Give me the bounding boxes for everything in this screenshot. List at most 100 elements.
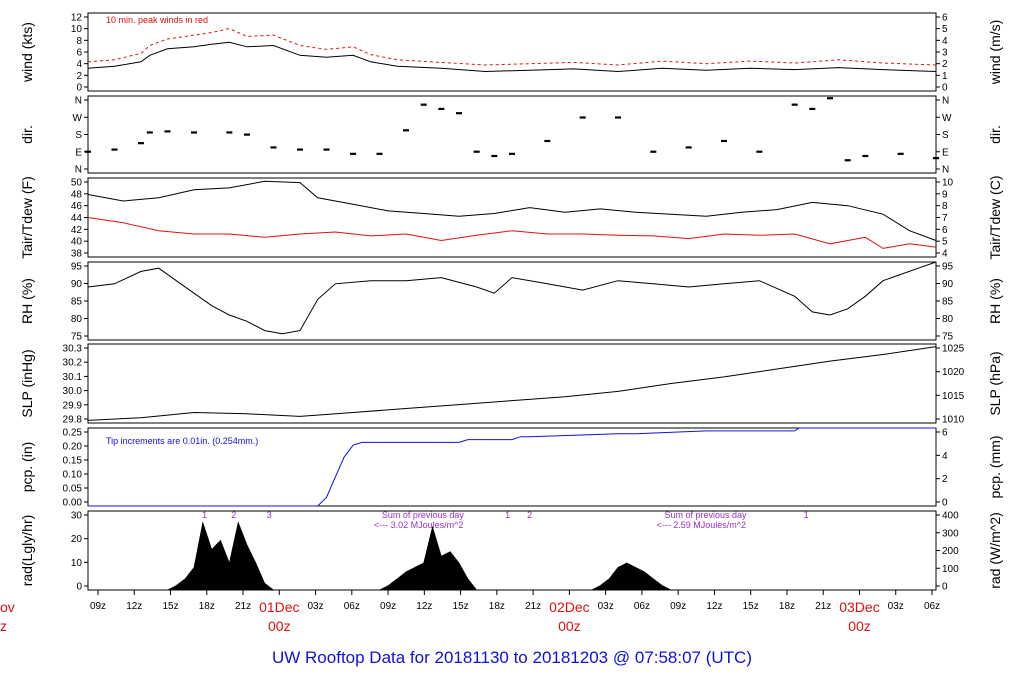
pcp-right-tick-label: 6 xyxy=(942,428,948,439)
time-tick-label: 18z xyxy=(199,601,215,612)
day-marker-date: 02Dec xyxy=(549,599,589,615)
time-tick-label: 15z xyxy=(162,601,178,612)
temp-left-tick-label: 44 xyxy=(71,213,83,224)
dir-point-20 xyxy=(544,139,551,143)
slp-left-tick-label: 29.9 xyxy=(63,400,83,411)
rh-left-tick-label: 90 xyxy=(71,279,83,290)
time-tick-label: 21z xyxy=(235,601,251,612)
temp-left-tick-label: 46 xyxy=(71,201,83,212)
dir-point-4 xyxy=(164,130,171,133)
rad-left-tick-label: 10 xyxy=(71,558,83,569)
dir-left-tick-label: S xyxy=(75,130,82,141)
dir-panel-frame xyxy=(87,95,937,174)
dir-point-1 xyxy=(111,148,118,151)
temp-right-tick-label: 5 xyxy=(942,237,948,248)
wind-left-tick-label: 10 xyxy=(71,24,83,35)
wind-series-line-1 xyxy=(87,28,937,66)
dir-point-12 xyxy=(376,152,383,155)
temp-ylabel-right: Tair/Tdew (C) xyxy=(987,175,1003,259)
pcp-right-tick-label: 4 xyxy=(942,451,948,462)
time-tick-label: 12z xyxy=(416,601,432,612)
time-tick-label: 18z xyxy=(779,601,795,612)
rad-daily-sum-line1: Sum of previous day xyxy=(382,510,465,520)
dir-point-23 xyxy=(650,150,657,153)
day-marker-hour: 00z xyxy=(558,618,581,634)
slp-right-tick-label: 1025 xyxy=(942,344,965,355)
time-tick-label: 09z xyxy=(670,601,686,612)
temp-right-tick-label: 8 xyxy=(942,201,948,212)
rh-right-tick-label: 90 xyxy=(942,279,954,290)
rh-right-tick-label: 95 xyxy=(942,262,954,273)
slp-left-tick-label: 30.3 xyxy=(63,344,83,355)
day-marker-date: 01Dec xyxy=(259,599,299,615)
rad-hour-marker: 3 xyxy=(267,510,272,520)
temp-ylabel-left: Tair/Tdew (F) xyxy=(19,176,35,258)
dir-left-tick-label: N xyxy=(75,165,82,176)
temp-left-tick-label: 50 xyxy=(71,178,83,189)
rad-ylabel-right: rad (W/m^2) xyxy=(987,512,1003,589)
day-marker-fragment-date: ov xyxy=(0,599,15,615)
rad-hour-marker: 1 xyxy=(505,510,510,520)
dir-point-14 xyxy=(420,103,427,106)
time-tick-label: 21z xyxy=(815,601,831,612)
wind-left-tick-label: 0 xyxy=(76,83,82,94)
rh-left-tick-label: 95 xyxy=(71,262,83,273)
wind-ylabel-left: wind (kts) xyxy=(19,22,35,83)
rad-series-area xyxy=(88,521,936,591)
slp-left-tick-label: 30.0 xyxy=(63,386,83,397)
wind-right-tick-label: 0 xyxy=(942,83,948,94)
wind-right-tick-label: 5 xyxy=(942,24,948,35)
pcp-right-tick-label: 2 xyxy=(942,474,948,485)
wind-right-tick-label: 3 xyxy=(942,48,948,59)
rad-left-tick-label: 30 xyxy=(71,511,83,522)
day-marker-hour: 00z xyxy=(848,618,871,634)
dir-point-3 xyxy=(146,131,153,134)
pcp-left-tick-label: 0.20 xyxy=(63,442,83,453)
dir-point-33 xyxy=(933,157,939,160)
temp-left-tick-label: 40 xyxy=(71,237,83,248)
time-tick-label: 03z xyxy=(308,601,324,612)
rh-left-tick-label: 85 xyxy=(71,297,83,308)
dir-point-18 xyxy=(491,154,498,158)
dir-point-22 xyxy=(615,116,621,119)
wind-panel-frame xyxy=(87,12,937,92)
rad-hour-marker: 1 xyxy=(202,510,207,520)
temp-left-tick-label: 38 xyxy=(71,249,83,260)
time-tick-label: 18z xyxy=(489,601,505,612)
wind-left-tick-label: 8 xyxy=(76,36,82,47)
slp-left-tick-label: 30.1 xyxy=(63,372,83,383)
dir-point-5 xyxy=(191,131,197,134)
temp-series-line-1 xyxy=(87,217,937,249)
dir-point-29 xyxy=(827,97,833,100)
pcp-left-tick-label: 0.05 xyxy=(63,484,83,495)
rh-ylabel-right: RH (%) xyxy=(987,278,1003,324)
day-marker-date: 03Dec xyxy=(839,599,879,615)
dir-right-tick-label: N xyxy=(942,165,949,176)
temp-series-line-0 xyxy=(87,180,937,241)
dir-ylabel-left: dir. xyxy=(19,125,35,144)
dir-right-tick-label: W xyxy=(942,113,952,124)
rad-right-tick-label: 200 xyxy=(942,546,959,557)
wind-peak-note: 10 min. peak winds in red xyxy=(106,15,208,25)
rh-right-tick-label: 85 xyxy=(942,297,954,308)
slp-left-tick-label: 30.2 xyxy=(63,358,83,369)
dir-point-2 xyxy=(138,142,144,145)
dir-point-25 xyxy=(721,139,727,143)
rad-right-tick-label: 0 xyxy=(942,582,948,593)
rad-right-tick-label: 300 xyxy=(942,528,959,539)
dir-right-tick-label: S xyxy=(942,130,949,141)
pcp-left-tick-label: 0.15 xyxy=(63,456,83,467)
pcp-ylabel-left: pcp. (in) xyxy=(19,442,35,493)
chart-caption: UW Rooftop Data for 20181130 to 20181203… xyxy=(271,648,752,667)
rad-daily-sum-line1: Sum of previous day xyxy=(665,510,748,520)
dir-point-8 xyxy=(270,146,277,149)
slp-ylabel-right: SLP (hPa) xyxy=(987,351,1003,415)
time-tick-label: 21z xyxy=(525,601,541,612)
time-tick-label: 06z xyxy=(924,601,940,612)
pcp-right-tick-label: 0 xyxy=(942,498,948,509)
dir-point-19 xyxy=(509,152,515,155)
dir-point-17 xyxy=(473,150,480,153)
slp-right-tick-label: 1010 xyxy=(942,415,965,426)
wind-right-tick-label: 2 xyxy=(942,59,948,70)
